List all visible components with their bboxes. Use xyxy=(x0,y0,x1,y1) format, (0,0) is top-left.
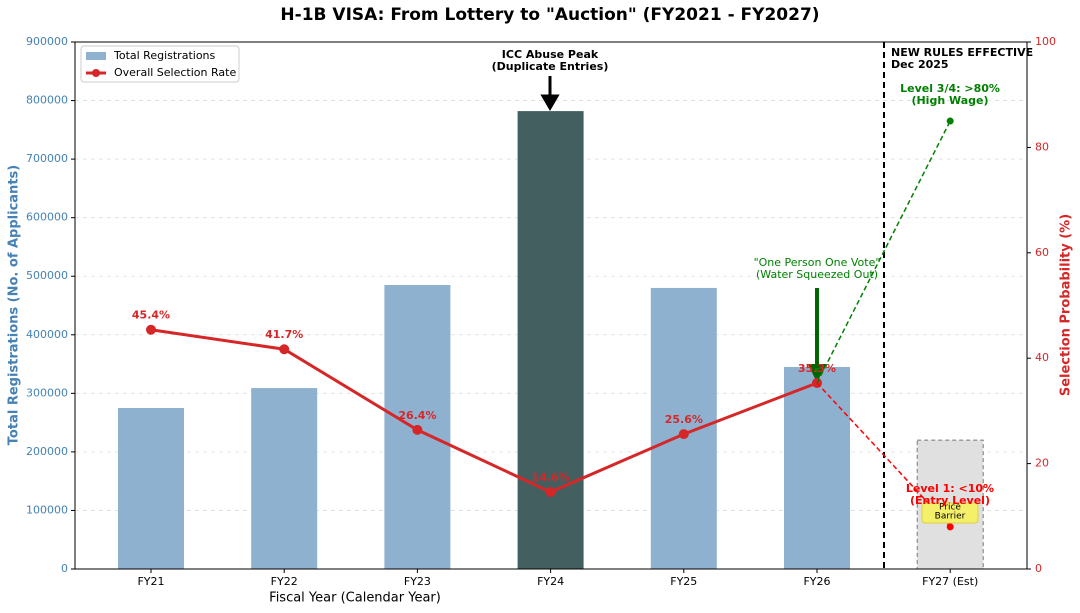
y2-tick-label: 40 xyxy=(1035,351,1049,364)
projection-line xyxy=(816,120,951,384)
x-tick-label: FY26 xyxy=(803,575,830,588)
bar xyxy=(118,407,184,569)
projection-label: (Entry Level) xyxy=(910,494,990,507)
y-tick-label: 700000 xyxy=(26,152,68,165)
annotation: Barrier xyxy=(935,512,966,522)
legend-box xyxy=(80,45,240,83)
plot: 0 100000 200000 300000 400000 500000 600000 700… xyxy=(26,35,1027,588)
y2-tick-label: 20 xyxy=(1035,457,1049,470)
point xyxy=(545,487,556,498)
y-tick-label: 100000 xyxy=(26,503,68,516)
chart-title: H-1B VISA: From Lottery to "Auction" (FY… xyxy=(280,5,819,25)
point xyxy=(412,424,423,435)
legend-swatch xyxy=(86,52,106,60)
value-label: 41.7% xyxy=(265,328,303,341)
value-label: 45.4% xyxy=(132,309,170,322)
annotation: Price xyxy=(939,503,961,513)
y-tick-label: 900000 xyxy=(26,35,68,48)
x-tick-label: FY27 (Est) xyxy=(922,575,978,588)
legend: Total Registrations Overall Selection Rat… xyxy=(80,45,240,83)
y2-tick-label: 80 xyxy=(1035,140,1049,153)
annotation: "One Person One Vote" xyxy=(754,256,881,269)
annotation: (Water Squeezed Out) xyxy=(756,268,878,281)
projection-label: Level 1: <10% xyxy=(906,482,994,495)
y2-tick-label: 0 xyxy=(1035,562,1042,575)
annotation: (Duplicate Entries) xyxy=(492,60,609,73)
bar xyxy=(784,366,850,569)
projection-point xyxy=(946,117,954,125)
y2-tick-label: 60 xyxy=(1035,246,1049,259)
x-axis-label: Fiscal Year (Calendar Year) xyxy=(269,591,441,606)
y2-axis-label: Selection Probability (%) xyxy=(1059,214,1074,396)
point xyxy=(678,429,689,440)
y-axis-label: Total Registrations (No. of Applicants) xyxy=(7,165,22,445)
plot-frame xyxy=(74,41,1028,570)
projection-label: Level 3/4: >80% xyxy=(900,82,1000,95)
x-tick-label: FY21 xyxy=(137,575,164,588)
projection-point xyxy=(946,523,954,531)
annotation: Dec 2025 xyxy=(891,58,949,71)
value-label: 14.6% xyxy=(532,471,570,484)
legend-swatch xyxy=(92,69,100,77)
projection-label: (High Wage) xyxy=(911,94,988,107)
legend-label: Total Registrations xyxy=(113,49,216,62)
line xyxy=(150,328,818,494)
point xyxy=(146,324,156,335)
bar xyxy=(517,111,584,570)
arrow xyxy=(540,76,560,111)
y2-tick-label: 100 xyxy=(1035,35,1056,48)
y-tick-label: 500000 xyxy=(26,269,68,282)
y-tick-label: 800000 xyxy=(26,94,68,107)
point xyxy=(279,344,290,355)
annotation: ICC Abuse Peak xyxy=(502,48,599,61)
y-tick-label: 300000 xyxy=(26,386,68,399)
y-tick-label: 400000 xyxy=(26,328,68,341)
value-label: 35.3% xyxy=(798,362,836,375)
x-tick-label: FY23 xyxy=(404,575,431,588)
y-tick-label: 600000 xyxy=(26,211,68,224)
y-tick-label: 200000 xyxy=(26,445,68,458)
x-tick-label: FY22 xyxy=(271,575,298,588)
value-label: 25.6% xyxy=(665,413,703,426)
barrier-box xyxy=(921,502,979,524)
value-label: 26.4% xyxy=(398,409,436,422)
x-tick-label: FY25 xyxy=(670,575,697,588)
legend-label: Overall Selection Rate xyxy=(114,66,236,79)
arrow xyxy=(807,288,827,383)
x-tick-label: FY24 xyxy=(537,575,564,588)
annotation: NEW RULES EFFECTIVE xyxy=(891,46,1033,59)
y-tick-label: 0 xyxy=(61,562,68,575)
bar xyxy=(650,287,717,569)
bar xyxy=(251,388,318,569)
